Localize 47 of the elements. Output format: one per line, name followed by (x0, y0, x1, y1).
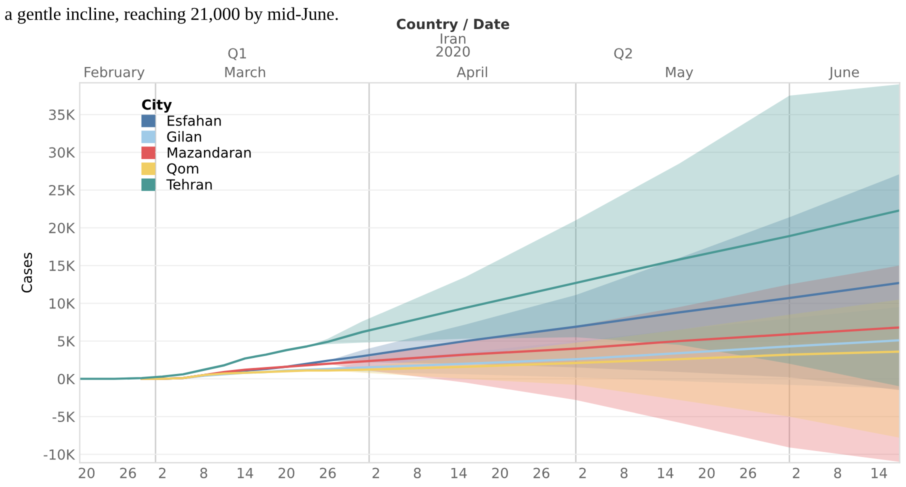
y-tick-label: 0K (58, 374, 76, 384)
legend-label: Mazandaran (168, 147, 251, 158)
x-tick-label: 20 (78, 468, 95, 478)
legend-title: City (142, 99, 172, 113)
x2-tick-label: May (666, 67, 694, 80)
chart-subtitle: Iran 2020 (436, 34, 470, 57)
x-tick-label: 20 (698, 468, 715, 478)
x2-tick-label: February (84, 66, 145, 80)
x2-tick-label: March (225, 66, 266, 78)
legend-label: Qom (167, 163, 198, 176)
x-tick-label: 26 (534, 468, 550, 478)
y-tick-label: 30K (49, 147, 76, 158)
legend-label: Gilan (167, 131, 202, 142)
chart-title: Country / Date (396, 18, 510, 32)
x-tick-label: 26 (320, 468, 336, 478)
x-tick-label: 8 (834, 468, 842, 478)
x-tick-label: 2 (579, 468, 586, 478)
x-tick-label: 26 (740, 468, 756, 478)
x-tick-label: 14 (658, 468, 674, 478)
y-tick-label: 20K (49, 222, 76, 234)
y-tick-label: 15K (50, 260, 76, 272)
x-tick-label: 14 (872, 468, 888, 478)
x-tick-label: 8 (620, 468, 628, 478)
x-tick-label: 2 (792, 468, 800, 478)
x-tick-label: 20 (492, 468, 508, 478)
y-axis-title: Cases (22, 252, 32, 293)
x-tick-label: 2 (372, 468, 380, 478)
legend-label: Esfahan (168, 115, 221, 126)
y-tick-label: 35K (49, 109, 76, 120)
x-tick-label: 14 (238, 468, 254, 478)
x-tick-label: 8 (200, 468, 208, 478)
y-tick-label: -10K (44, 449, 76, 460)
x-tick-label: 26 (120, 468, 136, 478)
x-tick-label: 20 (278, 468, 294, 478)
legend-label: Tehran (166, 178, 212, 190)
text: a gentle incline, reaching 21,000 by mid-June. (5, 7, 338, 24)
y-tick-label: 10K (50, 298, 76, 309)
x-tick-label: 14 (451, 468, 467, 478)
text: Q1 (228, 48, 246, 60)
x2-tick-label: June (828, 67, 859, 80)
y-tick-label: 25K (49, 184, 76, 196)
y-tick-label: 5K (58, 336, 76, 347)
text: Q2 (614, 48, 632, 60)
x-tick-label: 2 (159, 468, 166, 478)
x2-tick-label: April (456, 66, 488, 80)
y-tick-label: -5K (52, 412, 76, 422)
x-tick-label: 8 (414, 468, 421, 478)
